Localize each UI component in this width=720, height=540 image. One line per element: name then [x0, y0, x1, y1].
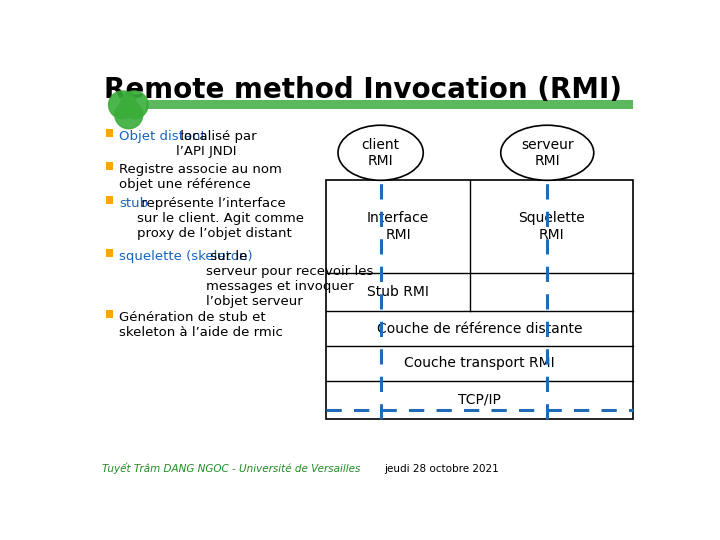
Circle shape	[114, 101, 143, 129]
Ellipse shape	[338, 125, 423, 180]
Text: localisé par
l’API JNDI: localisé par l’API JNDI	[176, 130, 256, 158]
Text: Génération de stub et
skeleton à l’aide de rmic: Génération de stub et skeleton à l’aide …	[120, 311, 284, 339]
Text: Couche transport RMI: Couche transport RMI	[404, 356, 554, 370]
Text: Squelette
RMI: Squelette RMI	[518, 211, 585, 241]
Text: jeudi 28 octobre 2021: jeudi 28 octobre 2021	[384, 464, 499, 475]
Circle shape	[120, 91, 148, 119]
Text: squelette (skeleton): squelette (skeleton)	[120, 249, 253, 262]
Bar	[106, 162, 113, 170]
Bar	[326, 180, 632, 419]
Text: Registre associe au nom
objet une référence: Registre associe au nom objet une référe…	[120, 163, 282, 191]
Text: Interface
RMI: Interface RMI	[367, 211, 429, 241]
Text: Objet distant: Objet distant	[120, 130, 206, 143]
Bar	[106, 197, 113, 204]
Text: serveur
RMI: serveur RMI	[521, 138, 574, 168]
Text: stub: stub	[120, 197, 148, 210]
Text: Remote method Invocation (RMI): Remote method Invocation (RMI)	[104, 76, 622, 104]
Bar	[106, 130, 113, 137]
Text: sur le
serveur pour recevoir les
messages et invoquer
l’objet serveur: sur le serveur pour recevoir les message…	[206, 249, 374, 308]
Text: Tuyết Trâm DANG NGOC - Université de Versailles: Tuyết Trâm DANG NGOC - Université de Ver…	[102, 463, 360, 475]
Bar	[106, 249, 113, 256]
Text: Stub RMI: Stub RMI	[367, 285, 429, 299]
Text: TCP/IP: TCP/IP	[458, 393, 501, 407]
Ellipse shape	[500, 125, 594, 180]
Text: client
RMI: client RMI	[361, 138, 400, 168]
Text: Couche de référence distante: Couche de référence distante	[377, 321, 582, 335]
Text: représente l’interface
sur le client. Agit comme
proxy de l’objet distant: représente l’interface sur le client. Ag…	[137, 197, 304, 240]
Circle shape	[109, 91, 137, 119]
Bar	[145, 100, 632, 110]
Bar	[106, 310, 113, 318]
